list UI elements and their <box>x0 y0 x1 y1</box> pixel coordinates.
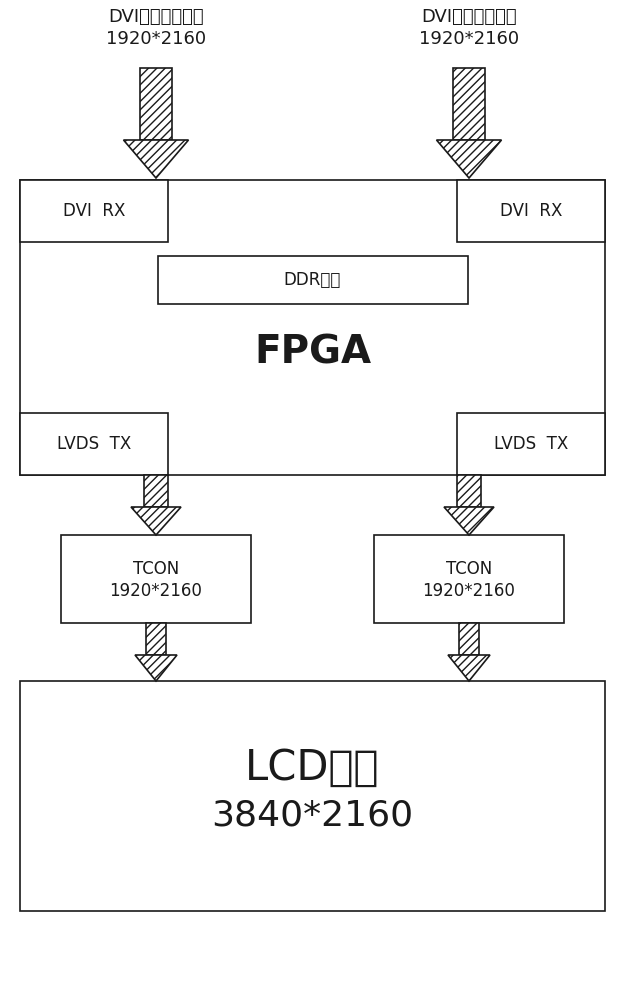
Text: 1920*2160: 1920*2160 <box>106 30 206 48</box>
Text: FPGA: FPGA <box>254 334 371 372</box>
Text: DVI  RX: DVI RX <box>500 202 562 220</box>
Polygon shape <box>444 507 494 535</box>
Bar <box>457 413 605 475</box>
Bar <box>146 623 166 655</box>
Text: LVDS  TX: LVDS TX <box>494 435 568 453</box>
Polygon shape <box>135 655 177 681</box>
Bar <box>453 68 485 140</box>
Bar <box>374 535 564 623</box>
Text: 1920*2160: 1920*2160 <box>109 582 202 600</box>
Text: 3840*2160: 3840*2160 <box>211 799 414 833</box>
Text: LCD面板: LCD面板 <box>245 747 380 789</box>
Text: LVDS  TX: LVDS TX <box>57 435 131 453</box>
Bar <box>20 413 168 475</box>
Bar <box>457 475 481 507</box>
Text: TCON: TCON <box>133 560 179 578</box>
Polygon shape <box>131 507 181 535</box>
Bar <box>457 180 605 242</box>
Bar <box>158 256 468 304</box>
Text: TCON: TCON <box>446 560 492 578</box>
Text: 1920*2160: 1920*2160 <box>419 30 519 48</box>
Text: DVI  RX: DVI RX <box>62 202 125 220</box>
Bar <box>459 623 479 655</box>
Bar <box>20 681 605 911</box>
Bar <box>140 68 172 140</box>
Polygon shape <box>436 140 501 178</box>
Bar <box>20 180 168 242</box>
Text: DVI输出的数据流: DVI输出的数据流 <box>108 8 204 26</box>
Polygon shape <box>124 140 189 178</box>
Text: DDR内存: DDR内存 <box>284 271 341 289</box>
Polygon shape <box>448 655 490 681</box>
Text: 1920*2160: 1920*2160 <box>422 582 516 600</box>
Bar <box>144 475 168 507</box>
Bar <box>61 535 251 623</box>
Bar <box>20 180 605 475</box>
Text: DVI输出的数据流: DVI输出的数据流 <box>421 8 517 26</box>
